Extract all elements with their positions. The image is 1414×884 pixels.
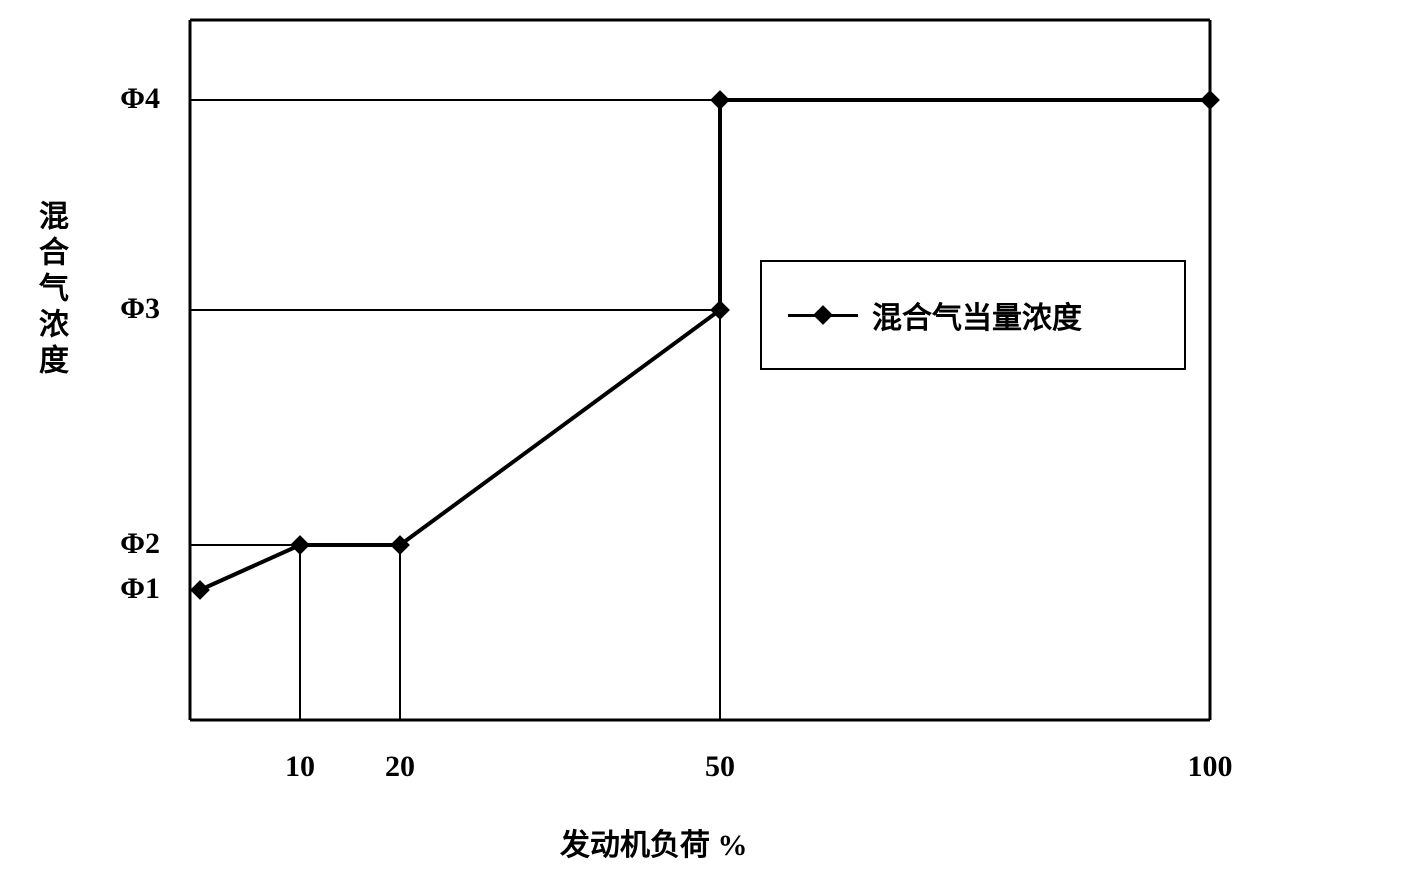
legend: 混合气当量浓度 bbox=[760, 260, 1186, 370]
legend-label: 混合气当量浓度 bbox=[872, 293, 1082, 337]
legend-marker bbox=[788, 305, 858, 325]
chart-svg bbox=[0, 0, 1414, 884]
chart-container: 混合气浓度 发动机负荷 % Φ4 Φ3 Φ2 Φ1 10 20 50 100 bbox=[0, 0, 1414, 884]
